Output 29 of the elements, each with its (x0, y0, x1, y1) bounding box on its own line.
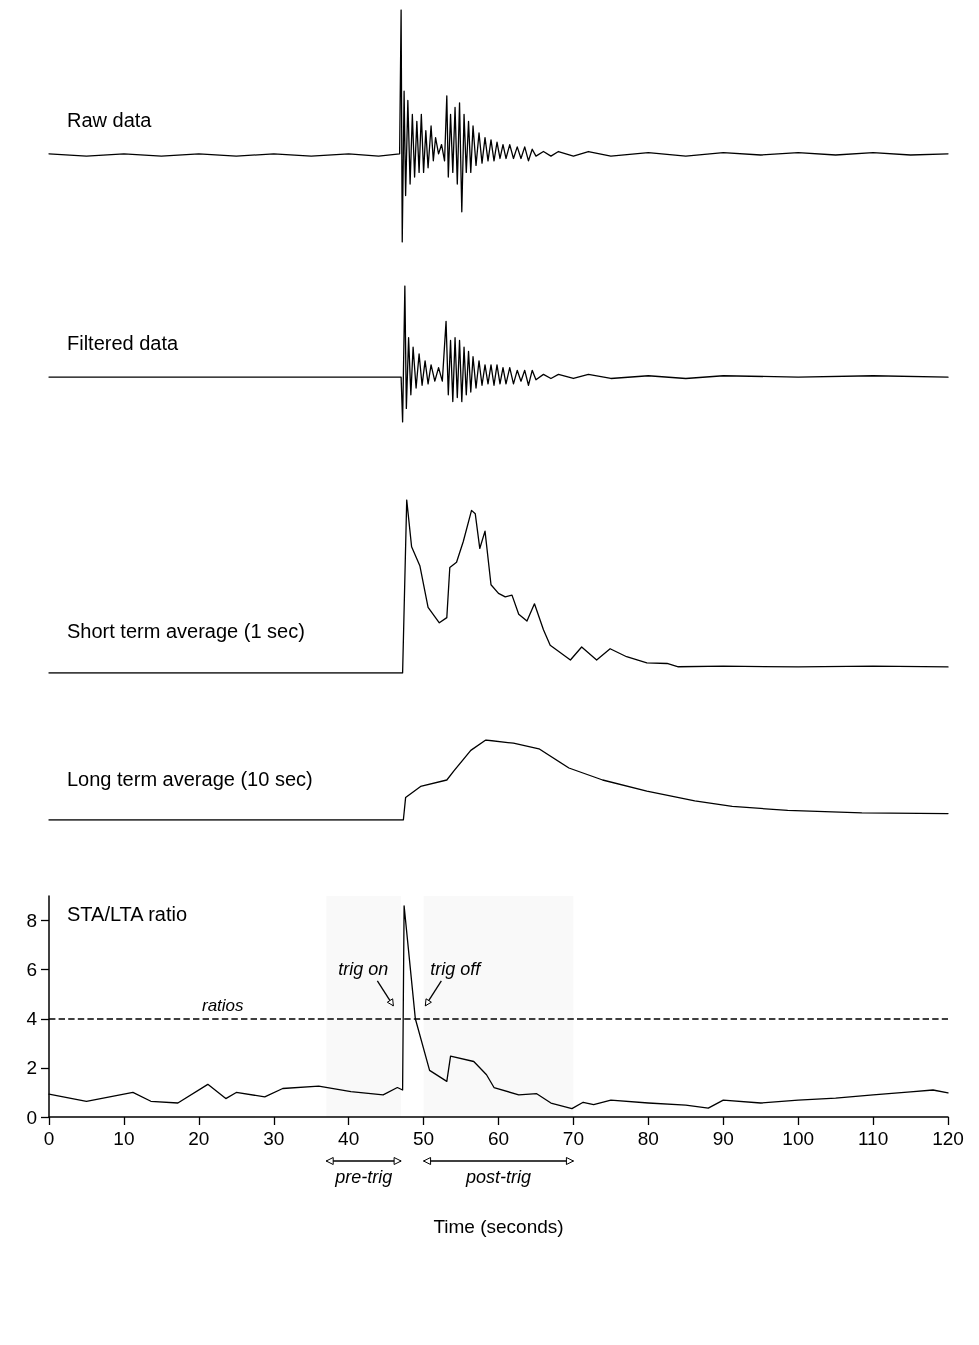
y-tick-label: 4 (26, 1008, 38, 1030)
text: Long term average (10 sec) (67, 768, 313, 790)
y-tick-label: 0 (26, 1106, 37, 1128)
text: Filtered data (67, 332, 180, 354)
x-tick-label: 10 (113, 1128, 135, 1149)
y-tick-label: 2 (26, 1057, 37, 1079)
text: Short term average (1 sec) (67, 620, 305, 642)
annotation: trig on (338, 958, 389, 979)
x-tick-label: 100 (782, 1128, 815, 1149)
text: Raw data (67, 109, 153, 131)
x-tick-label: 110 (857, 1128, 889, 1149)
annotation: trig off (430, 958, 483, 979)
x-tick-label: 90 (712, 1128, 734, 1149)
ref-line-label: ratios (202, 995, 245, 1015)
x-tick-label: 0 (43, 1128, 55, 1149)
x-tick-label: 50 (413, 1128, 435, 1149)
x-tick-label: 20 (188, 1128, 210, 1149)
x-tick-label: 30 (263, 1128, 285, 1149)
band-label: post-trig (464, 1167, 532, 1187)
legend-label: pre-trig (334, 1167, 393, 1187)
x-tick-label: 70 (562, 1128, 584, 1149)
x-tick-label: 40 (338, 1128, 360, 1149)
chart-title: STA/LTA ratio (67, 903, 188, 925)
x-tick-label: 60 (487, 1128, 510, 1149)
x-tick-label: 80 (637, 1128, 659, 1149)
x-tick-label: 120 (932, 1128, 964, 1149)
y-tick-label: 6 (26, 959, 37, 981)
x-axis-title: Time (seconds) (433, 1216, 564, 1237)
y-tick-label: 8 (26, 910, 37, 932)
